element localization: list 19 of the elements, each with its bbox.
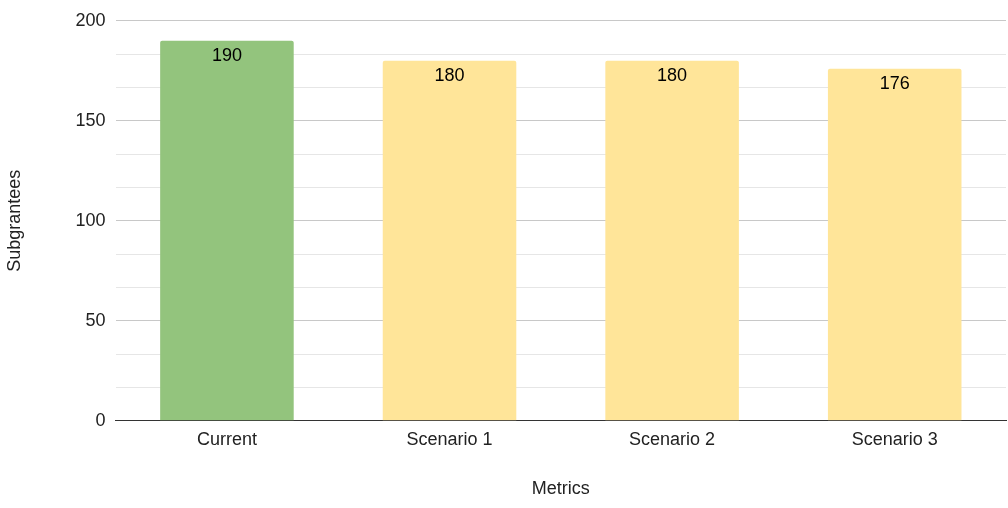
x-axis-title: Metrics xyxy=(531,478,590,499)
data-label: 176 xyxy=(879,72,910,93)
x-tick-label: Scenario 1 xyxy=(406,428,493,449)
x-tick-label: Scenario 3 xyxy=(851,428,938,449)
data-label: 190 xyxy=(211,44,242,65)
y-tick-label: 150 xyxy=(75,109,106,130)
bar xyxy=(160,40,294,421)
y-tick-label: 100 xyxy=(75,209,106,230)
y-tick-label: 0 xyxy=(95,409,106,430)
y-tick-label: 50 xyxy=(85,309,106,330)
y-axis-title: Subgrantees xyxy=(3,169,24,272)
y-tick-label: 200 xyxy=(75,9,106,30)
bar xyxy=(827,68,962,421)
bar xyxy=(605,60,739,421)
x-tick-label: Current xyxy=(196,428,257,449)
data-label: 180 xyxy=(657,64,688,85)
x-tick-label: Scenario 2 xyxy=(629,428,716,449)
data-label: 180 xyxy=(434,64,465,85)
bar xyxy=(382,60,517,421)
